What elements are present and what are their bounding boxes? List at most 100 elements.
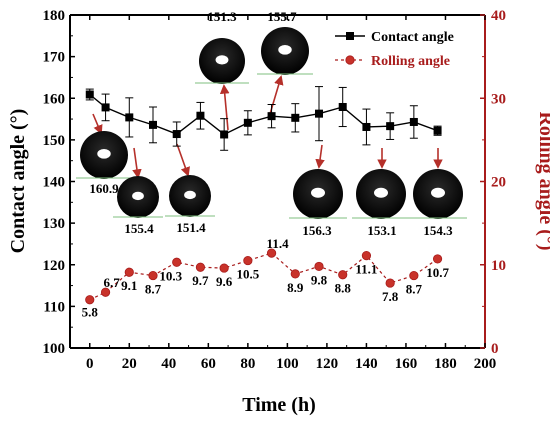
left-y-tick-label: 130	[43, 216, 66, 232]
rolling-angle-point	[148, 270, 158, 281]
right-y-tick-label: 0	[491, 341, 499, 357]
rolling-data-label: 5.8	[82, 305, 99, 320]
droplet-angle-label: 155.7	[267, 9, 297, 24]
left-y-axis-title: Contact angle (°)	[7, 109, 29, 254]
droplet-angle-label: 151.4	[176, 220, 206, 235]
contact-angle-point	[196, 111, 205, 120]
rolling-angle-point	[432, 254, 443, 264]
rolling-angle-point	[266, 248, 277, 258]
rolling-angle-point	[124, 267, 134, 277]
left-y-tick-label: 140	[43, 175, 66, 191]
contact-angle-point	[172, 130, 181, 139]
contact-angle-point	[315, 109, 323, 118]
inset-arrow	[132, 147, 142, 179]
x-tick-label: 120	[316, 356, 339, 372]
droplet-angle-label: 153.1	[367, 223, 396, 238]
legend-contact-marker	[346, 32, 354, 40]
droplet-angle-label: 151.3	[207, 9, 237, 24]
droplet-highlight	[278, 45, 292, 55]
droplet-inset: 151.3	[195, 9, 249, 131]
left-y-tick-label: 150	[43, 133, 66, 149]
droplet-angle-label: 160.9	[89, 181, 119, 196]
x-tick-label: 40	[161, 356, 176, 372]
contact-angle-line	[89, 93, 438, 136]
rolling-angle-point	[385, 278, 395, 288]
rolling-data-label: 9.1	[121, 278, 137, 293]
contact-angle-point	[243, 118, 252, 127]
droplet-insets: 160.9 155.4 151.4 151.3 155.7 156.3 153.1 154.3	[76, 9, 467, 238]
rolling-angle-point	[243, 255, 253, 266]
left-y-tick-label: 110	[43, 299, 65, 315]
droplet-inset: 160.9	[76, 113, 132, 196]
rolling-angle-line	[89, 252, 438, 301]
rolling-angle-point	[361, 250, 372, 261]
inset-arrow	[92, 113, 103, 135]
contact-angle-point	[409, 117, 418, 126]
contact-angle-point	[267, 112, 276, 121]
rolling-angle-point	[100, 287, 111, 297]
rolling-angle-point	[219, 263, 229, 273]
droplet-inset: 155.7	[257, 9, 313, 115]
x-tick-label: 80	[240, 356, 255, 372]
right-y-tick-label: 20	[491, 175, 506, 191]
rolling-angle-point	[338, 270, 348, 280]
droplet-highlight	[97, 149, 111, 159]
rolling-data-label: 10.3	[159, 268, 182, 283]
x-tick-label: 20	[122, 356, 137, 372]
droplet-highlight	[431, 187, 445, 198]
x-axis: 0 20 40 60 80 100 120 140 160 180 200	[86, 15, 496, 372]
right-y-tick-label: 30	[491, 91, 506, 107]
droplet-angle-label: 154.3	[423, 223, 453, 238]
rolling-data-label: 9.7	[192, 273, 209, 288]
droplet-inset: 154.3	[409, 148, 467, 238]
rolling-angle-point	[172, 257, 182, 267]
inset-arrow	[219, 84, 230, 131]
left-y-tick-label: 160	[43, 91, 66, 107]
rolling-data-label: 8.7	[145, 282, 162, 297]
rolling-angle-point	[85, 295, 95, 305]
droplet-inset: 153.1	[352, 148, 410, 238]
contact-angle-point	[433, 126, 442, 135]
legend-rolling-marker	[345, 55, 355, 65]
legend: Contact angle Rolling angle	[335, 30, 454, 69]
x-tick-label: 60	[201, 356, 216, 372]
rolling-angle-point	[290, 269, 300, 279]
contact-angle-point	[101, 103, 110, 112]
legend-rolling-label: Rolling angle	[371, 54, 450, 69]
rolling-data-label: 7.8	[382, 289, 399, 304]
rolling-data-label: 8.9	[287, 280, 304, 295]
droplet-inset: 151.4	[165, 143, 215, 235]
x-tick-label: 180	[434, 356, 457, 372]
x-tick-label: 0	[86, 356, 94, 372]
left-y-axis: 100 110 120 130 140 150 160 170 180	[43, 8, 75, 357]
droplet-highlight	[184, 190, 196, 200]
droplet-inset: 156.3	[289, 144, 347, 238]
rolling-data-label: 10.7	[426, 265, 449, 280]
contact-angle-point	[291, 113, 300, 122]
x-tick-label: 140	[355, 356, 378, 372]
rolling-data-label: 11.1	[355, 262, 377, 277]
contact-angle-point	[125, 113, 134, 122]
droplet-angle-label: 156.3	[302, 223, 332, 238]
left-y-tick-label: 100	[43, 341, 66, 357]
inset-arrow	[315, 144, 325, 169]
rolling-data-label: 8.7	[406, 282, 423, 297]
x-tick-label: 160	[395, 356, 418, 372]
contact-angle-point	[386, 122, 395, 131]
droplet-angle-label: 155.4	[124, 221, 154, 236]
inset-arrow	[176, 143, 190, 177]
rolling-angle-point	[409, 270, 419, 281]
right-y-axis: 0 10 20 30 40	[480, 8, 506, 357]
rolling-data-label: 9.8	[311, 272, 328, 287]
rolling-data-label: 9.6	[216, 274, 233, 289]
rolling-data-label: 6.7	[103, 275, 120, 290]
rolling-angle-point	[314, 261, 324, 272]
contact-angle-point	[85, 90, 94, 99]
rolling-data-label: 8.8	[335, 281, 352, 296]
droplet-highlight	[311, 187, 325, 198]
rolling-data-label: 11.4	[267, 236, 290, 251]
left-y-tick-label: 120	[43, 258, 66, 274]
left-y-tick-label: 170	[43, 50, 66, 66]
left-y-tick-label: 180	[43, 8, 66, 24]
